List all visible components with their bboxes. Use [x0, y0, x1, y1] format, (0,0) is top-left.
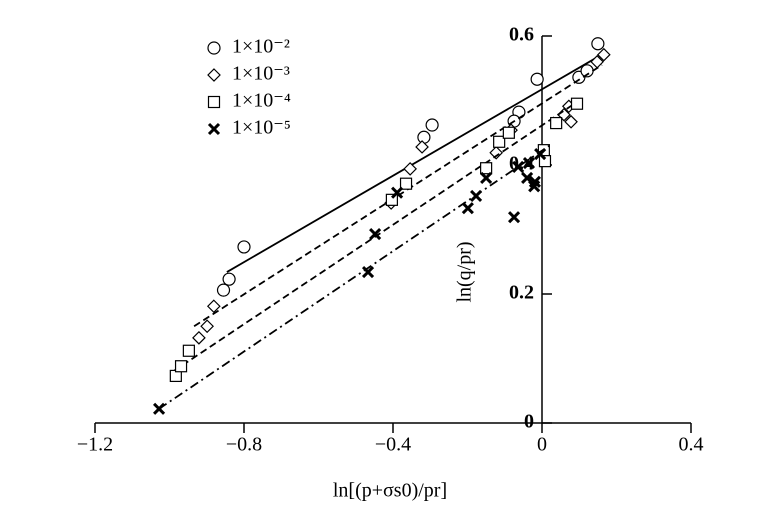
- point: [182, 344, 195, 357]
- point: [493, 135, 506, 148]
- point: [369, 227, 382, 241]
- point: [399, 177, 413, 190]
- point: [200, 319, 214, 334]
- point: [564, 114, 578, 129]
- legend-label: 1×10⁻⁵: [232, 117, 291, 139]
- point: [192, 331, 206, 345]
- point: [415, 140, 429, 154]
- x-tick-label: 0: [537, 434, 547, 456]
- point: [222, 272, 236, 286]
- x-axis-label: ln[(p+σs0)/pr]: [333, 480, 447, 502]
- point: [590, 54, 604, 69]
- point: [528, 180, 541, 193]
- point: [538, 155, 552, 168]
- point: [522, 157, 536, 170]
- point: [361, 266, 375, 279]
- legend-marker: [207, 68, 221, 82]
- fit-line: [158, 144, 550, 410]
- point: [391, 186, 404, 199]
- point: [591, 37, 605, 51]
- point: [385, 193, 398, 206]
- point: [512, 160, 525, 173]
- x-tick-label: −0.4: [375, 434, 411, 456]
- x-tick-label: −0.8: [226, 434, 262, 456]
- x-tick-label: −1.2: [77, 434, 113, 456]
- point: [216, 283, 231, 297]
- point: [237, 240, 251, 254]
- point: [596, 47, 611, 62]
- legend-label: 1×10⁻³: [232, 63, 290, 85]
- point: [530, 72, 544, 86]
- point: [425, 118, 439, 132]
- legend-marker: [207, 122, 221, 136]
- legend-label: 1×10⁻⁴: [232, 90, 291, 112]
- point: [403, 162, 417, 176]
- y-tick-label: 0: [524, 411, 534, 433]
- point: [470, 189, 483, 203]
- point: [461, 202, 474, 215]
- point: [153, 402, 166, 415]
- y-axis-label: ln(q/pr): [454, 241, 476, 302]
- legend-label: 1×10⁻²: [232, 36, 290, 58]
- y-tick-label: 0.2: [509, 282, 534, 304]
- point: [502, 126, 515, 139]
- point: [480, 162, 493, 175]
- x-tick-label: 0.4: [679, 434, 704, 456]
- point: [206, 299, 221, 314]
- point: [570, 97, 584, 110]
- point: [550, 116, 563, 130]
- y-tick-label: 0.6: [509, 24, 534, 46]
- point: [174, 360, 188, 373]
- legend-marker: [207, 41, 221, 55]
- legend-marker: [207, 95, 221, 109]
- point: [508, 211, 521, 224]
- point: [534, 147, 547, 161]
- point: [489, 145, 504, 160]
- point: [480, 171, 493, 184]
- point: [417, 130, 431, 144]
